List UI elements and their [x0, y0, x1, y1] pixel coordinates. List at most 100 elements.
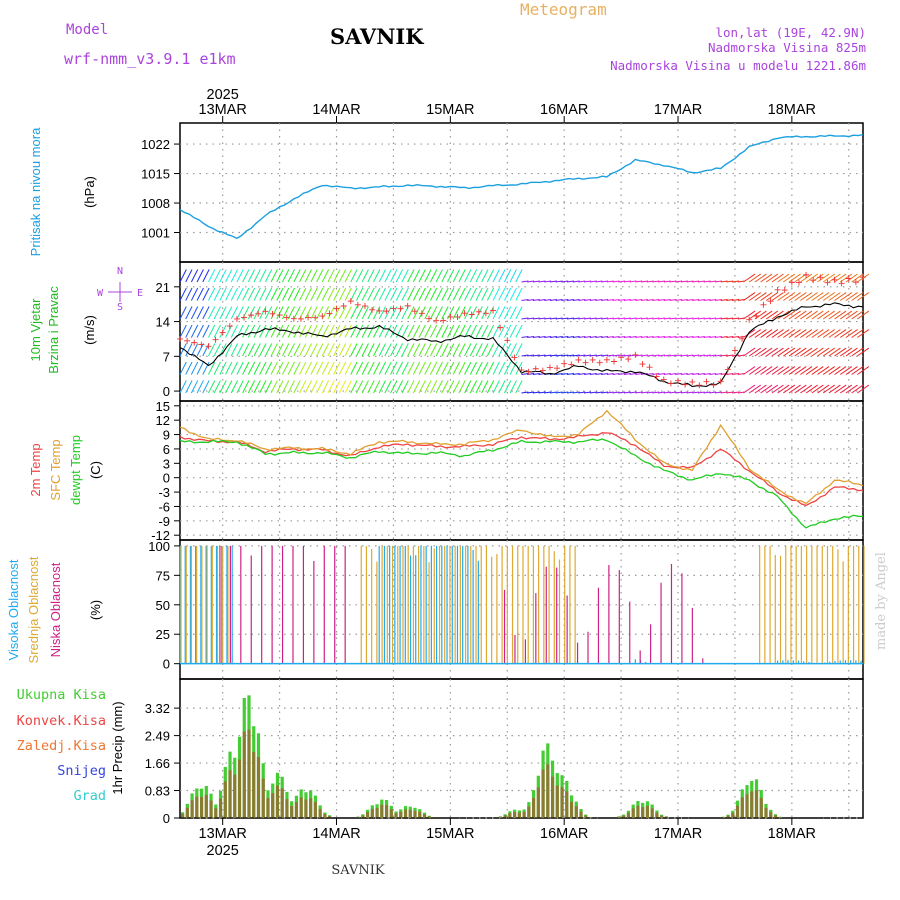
precip-convective-bar	[418, 811, 422, 818]
wind-barb	[230, 380, 239, 394]
wind-barb	[805, 384, 818, 394]
wind-barb	[441, 324, 449, 338]
wind-barb	[219, 269, 227, 283]
temperature-ytick-label: -12	[151, 528, 170, 543]
wind-barb	[640, 335, 649, 338]
wind-barb	[680, 280, 688, 283]
wind-barb	[822, 347, 835, 357]
wind-barb	[857, 329, 870, 338]
wind-barb	[737, 317, 745, 320]
precip-convective-bar	[422, 814, 427, 818]
wind-barb	[839, 347, 853, 357]
wind-barb	[601, 280, 609, 283]
wind-barb	[208, 380, 216, 394]
wind-barb	[447, 269, 455, 283]
wind-barb	[310, 287, 318, 301]
wind-barb	[441, 343, 449, 357]
wind-barb	[503, 343, 512, 357]
wind-barb	[282, 306, 290, 320]
wind-barb	[270, 361, 278, 375]
wind-gust-marker	[682, 381, 689, 388]
precip-convective-bar	[318, 808, 322, 818]
pressure-ytick-label: 1001	[141, 226, 170, 241]
wind-barb	[828, 366, 841, 375]
wind-barb	[219, 287, 227, 301]
wind-barb	[720, 335, 728, 338]
wind-gust-marker	[525, 368, 532, 375]
wind-barb	[412, 306, 421, 320]
wind-barb	[754, 310, 767, 320]
precip-convective-bar	[740, 797, 744, 818]
altitude-label: Nadmorska Visina 825m	[708, 40, 866, 55]
wind-barb	[242, 361, 250, 375]
wind-barb	[629, 317, 637, 320]
wind-barb	[663, 372, 671, 375]
wind-gust-marker	[468, 311, 475, 318]
wind-barb	[714, 317, 723, 320]
wind-barb	[509, 306, 517, 320]
wind-barb	[492, 380, 500, 394]
wind-barb	[253, 269, 261, 283]
precip-convective-bar	[726, 815, 730, 818]
precip-convective-bar	[636, 805, 640, 818]
wind-barb	[242, 269, 250, 283]
wind-barb	[652, 298, 660, 301]
wind-barb	[304, 361, 313, 375]
wind-gust-marker	[262, 308, 269, 315]
wind-gust-marker	[241, 314, 248, 321]
wind-barb	[367, 361, 375, 375]
precip-convective-bar	[266, 798, 270, 818]
wind-barb	[584, 317, 592, 320]
wind-barb	[492, 361, 500, 375]
wind-barb	[732, 298, 740, 301]
wind-barb	[703, 335, 711, 338]
wind-barb	[378, 380, 387, 394]
wind-gust-marker	[426, 315, 433, 322]
wind-barb	[407, 306, 415, 320]
wind-barb	[452, 343, 460, 357]
wind-barb	[606, 391, 614, 394]
wind-barb	[276, 361, 284, 375]
wind-barb	[310, 343, 318, 357]
wind-barb	[344, 269, 352, 283]
wind-barb	[287, 287, 295, 301]
wind-barb	[822, 273, 835, 283]
wind-gust-marker	[354, 301, 361, 308]
wind-barb	[338, 269, 347, 283]
tick-layer: 13MAR 13MAR 14MAR 14MAR 15MAR 15MAR 16MAR 16MAR…	[141, 87, 816, 859]
wind-barb	[361, 269, 369, 283]
wind-barb	[538, 280, 546, 283]
wind-barb	[566, 298, 575, 301]
wind-barb	[646, 391, 654, 394]
wind-barb	[743, 347, 756, 357]
wind-barb	[851, 273, 864, 283]
lonlat-label: lon,lat (19E, 42.9N)	[715, 25, 866, 40]
wind-barb	[293, 306, 301, 320]
wind-barb	[521, 354, 529, 357]
precip-legend-2: Zaledj.Kisa	[17, 738, 106, 754]
wind-barb	[760, 273, 773, 283]
wind-barb	[629, 298, 637, 301]
wind-barb	[532, 335, 540, 338]
wind-barb	[834, 273, 847, 283]
wind-barb	[185, 380, 193, 394]
wind-barb	[857, 292, 870, 301]
wind-barb	[851, 347, 864, 357]
wind-barb	[390, 324, 398, 338]
wind-barb	[777, 329, 790, 338]
wind-barb	[572, 372, 580, 375]
wind-barb	[458, 287, 466, 301]
precip-convective-bar	[285, 799, 289, 818]
precip-convective-bar	[384, 805, 389, 818]
wind-barb	[538, 354, 546, 357]
top-date-label: 13MAR	[199, 102, 247, 118]
wind-barb	[429, 343, 438, 357]
precip-convective-bar	[237, 759, 242, 818]
wind-barb	[760, 366, 773, 375]
wind-barb	[800, 310, 813, 320]
top-year-label: 2025	[207, 87, 239, 103]
wind-barb	[692, 372, 700, 375]
wind-barb	[811, 329, 824, 338]
wind-barb	[344, 361, 352, 375]
wind-gust-marker	[511, 354, 518, 361]
